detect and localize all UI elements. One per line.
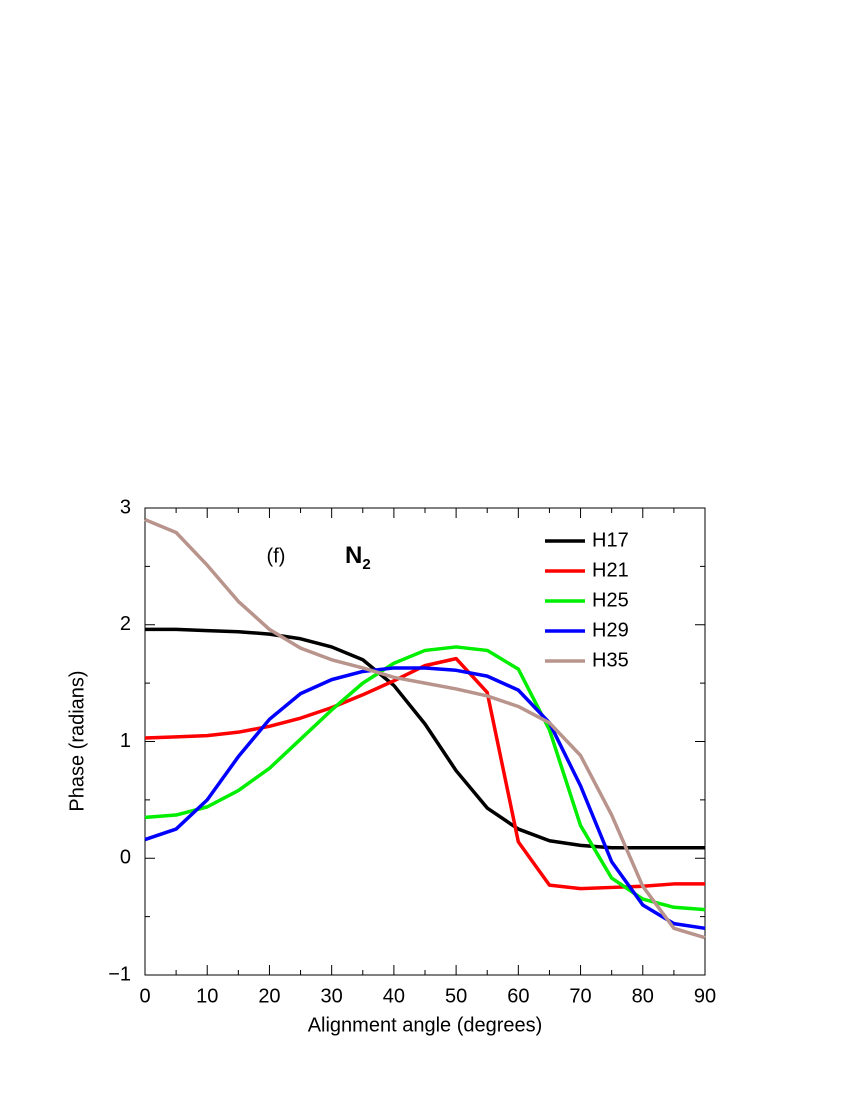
x-tick-label: 60: [507, 985, 529, 1007]
series-line: [145, 627, 705, 850]
legend-label: H25: [592, 589, 629, 611]
series-line: [144, 666, 706, 931]
legend-label: H29: [592, 619, 629, 641]
x-tick-label: 80: [632, 985, 654, 1007]
x-tick-label: 10: [196, 985, 218, 1007]
x-tick-label: 40: [383, 985, 405, 1007]
y-tick-label: 1: [120, 730, 131, 752]
legend-label: H21: [592, 559, 629, 581]
x-tick-label: 50: [445, 985, 467, 1007]
y-tick-label: −1: [108, 963, 131, 985]
x-axis-label: Alignment angle (degrees): [308, 1014, 543, 1036]
molecule-label: N2: [345, 542, 371, 573]
legend-label: H35: [592, 649, 629, 671]
molecule-subscript: 2: [362, 556, 370, 573]
x-tick-label: 20: [258, 985, 280, 1007]
molecule: N: [345, 542, 362, 569]
legend-label: H17: [592, 529, 629, 551]
x-tick-label: 90: [694, 985, 716, 1007]
y-tick-label: 0: [120, 847, 131, 869]
x-tick-label: 0: [139, 985, 150, 1007]
y-tick-label: 2: [120, 613, 131, 635]
series-line: [144, 656, 705, 891]
panel-label: (f): [267, 545, 286, 567]
x-tick-label: 30: [321, 985, 343, 1007]
x-tick-label: 70: [569, 985, 591, 1007]
series-line: [144, 645, 706, 912]
y-tick-label: 3: [120, 496, 131, 518]
series-line: [144, 518, 706, 940]
y-axis-label: Phase (radians): [66, 670, 88, 811]
